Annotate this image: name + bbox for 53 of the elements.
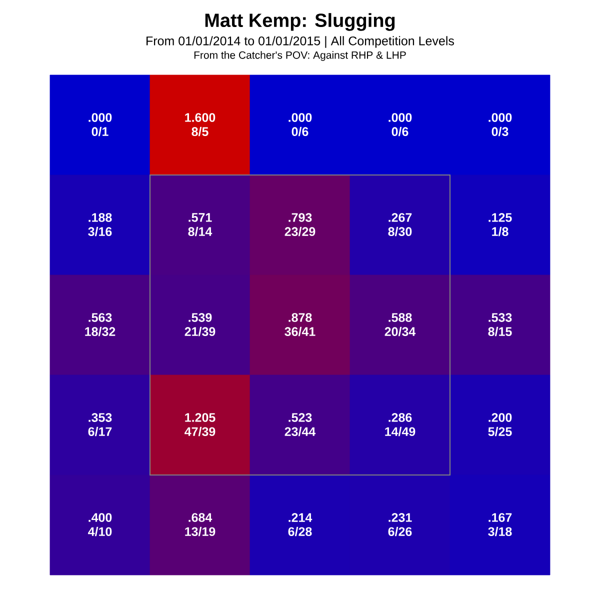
data-label: .200 bbox=[488, 413, 512, 422]
annotation: 13/19 bbox=[185, 526, 216, 536]
chart-title: Matt Kemp: Slugging bbox=[205, 13, 395, 31]
annotation: 8/15 bbox=[488, 326, 512, 336]
annotation: 1/8 bbox=[492, 226, 508, 236]
data-label: .353 bbox=[88, 413, 112, 422]
annotation: 23/44 bbox=[284, 426, 316, 436]
annotation: 36/41 bbox=[284, 326, 316, 336]
annotation: 21/39 bbox=[184, 326, 216, 336]
data-label: .571 bbox=[188, 213, 212, 222]
annotation: 0/3 bbox=[492, 126, 508, 136]
data-label: .000 bbox=[488, 113, 512, 122]
data-label: .684 bbox=[188, 513, 212, 522]
data-label: .793 bbox=[288, 213, 312, 222]
data-label: .188 bbox=[88, 213, 112, 222]
annotation: 18/32 bbox=[85, 326, 116, 336]
data-label: .563 bbox=[88, 313, 112, 322]
annotation: 8/30 bbox=[388, 226, 412, 236]
data-label: .400 bbox=[88, 513, 112, 522]
data-label: .533 bbox=[488, 313, 512, 322]
annotation: 0/6 bbox=[292, 126, 308, 136]
data-label: .588 bbox=[388, 313, 412, 322]
data-label: .231 bbox=[388, 513, 412, 522]
data-label: .000 bbox=[388, 113, 412, 122]
data-label: 1.600 bbox=[185, 113, 216, 122]
annotation: 0/6 bbox=[392, 126, 408, 136]
data-label: .878 bbox=[288, 313, 312, 322]
data-label: .167 bbox=[488, 513, 512, 522]
data-label: .000 bbox=[288, 113, 312, 122]
annotation: 20/34 bbox=[384, 326, 416, 336]
chart-subtitle: From 01/01/2014 to 01/01/2015 | All Competition Levels bbox=[146, 36, 454, 48]
data-label: 1.205 bbox=[185, 413, 216, 422]
annotation: 0/1 bbox=[92, 126, 108, 136]
annotation: 6/17 bbox=[88, 426, 112, 436]
data-label: .539 bbox=[188, 313, 212, 322]
annotation: 47/39 bbox=[184, 426, 216, 436]
annotation: 8/5 bbox=[192, 126, 208, 136]
data-label: .214 bbox=[288, 513, 312, 522]
data-label: .286 bbox=[388, 413, 412, 422]
data-label: .523 bbox=[288, 413, 312, 422]
data-label: .000 bbox=[88, 113, 112, 122]
annotation: 23/29 bbox=[284, 226, 316, 236]
annotation: 6/26 bbox=[388, 526, 412, 536]
annotation: 3/16 bbox=[88, 226, 112, 236]
data-label: .125 bbox=[488, 213, 512, 222]
annotation: 5/25 bbox=[488, 426, 512, 436]
annotation: 3/18 bbox=[488, 526, 512, 536]
annotation: 8/14 bbox=[188, 226, 212, 236]
annotation: 14/49 bbox=[385, 426, 416, 436]
data-label: .267 bbox=[388, 213, 412, 222]
annotation: 6/28 bbox=[288, 526, 312, 536]
annotation: 4/10 bbox=[88, 526, 112, 536]
text: From the Catcher's POV: Against RHP & LHP bbox=[194, 51, 406, 61]
